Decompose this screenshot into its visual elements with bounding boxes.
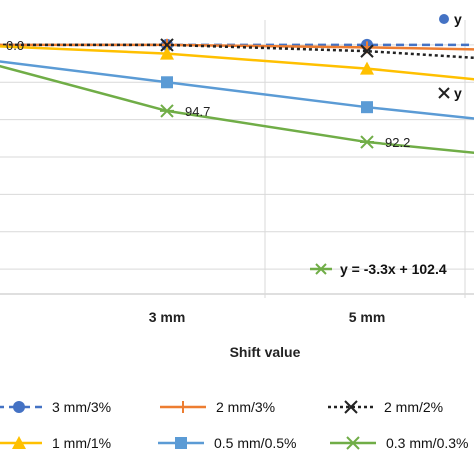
marker-asterisk: [315, 263, 327, 275]
marker-triangle: [360, 61, 374, 75]
trendline-equation: y: [454, 11, 462, 27]
legend-item-0: 3 mm/3%: [0, 399, 111, 415]
marker-circle: [13, 401, 25, 413]
x-tick-label: 3 mm: [149, 309, 186, 325]
series-line: [0, 45, 474, 81]
marker-square: [161, 76, 173, 89]
legend-label: 2 mm/2%: [384, 399, 443, 415]
legend-item-1: 2 mm/3%: [160, 399, 275, 415]
marker-circle: [439, 14, 449, 24]
legend-item-2: 2 mm/2%: [328, 399, 443, 415]
marker-x: [160, 38, 174, 52]
marker-x: [344, 400, 358, 414]
grid-lines: [0, 20, 474, 298]
series-line: [0, 43, 474, 51]
series-5: [0, 64, 474, 154]
series-3: [0, 45, 474, 81]
series-layer: [0, 38, 474, 154]
legend-item-4: 0.5 mm/0.5%: [158, 435, 296, 451]
marker-triangle: [12, 436, 26, 449]
legend-label: 0.5 mm/0.5%: [214, 435, 296, 451]
marker-asterisk: [160, 104, 174, 118]
marker-x: [438, 87, 450, 99]
legend-item-3: 1 mm/1%: [0, 435, 111, 451]
marker-plus: [177, 401, 189, 413]
marker-triangle: [160, 46, 174, 60]
legend-label: 2 mm/3%: [216, 399, 275, 415]
marker-x: [360, 44, 374, 58]
x-axis-title: Shift value: [230, 344, 301, 360]
marker-square: [175, 437, 187, 449]
legend: 3 mm/3% 2 mm/3% 2 mm/2% 1 mm/1% 0.5 mm/0.5% 0…: [0, 399, 468, 451]
trendline-label: y = -3.3x + 102.4: [310, 261, 447, 277]
legend-item-5: 0.3 mm/0.3%: [330, 435, 468, 451]
data-labels-layer: 94.7 92.2 0.0 y y y = -3.3x + 102.4: [6, 11, 462, 277]
trendline-label: y: [439, 11, 462, 27]
series-line: [0, 60, 474, 120]
series-line: [0, 43, 474, 60]
data-label: 94.7: [185, 104, 210, 119]
marker-asterisk: [346, 436, 360, 450]
x-tick-labels: 3 mm 5 mm: [149, 309, 386, 325]
legend-label: 3 mm/3%: [52, 399, 111, 415]
series-line: [0, 64, 474, 154]
data-label: 92.2: [385, 135, 410, 150]
marker-asterisk: [360, 135, 374, 149]
series-2: [0, 38, 474, 60]
series-4: [0, 60, 474, 120]
trendline-equation: y: [454, 85, 462, 101]
legend-label: 1 mm/1%: [52, 435, 111, 451]
trendline-label: y: [438, 85, 462, 101]
marker-square: [361, 101, 373, 114]
legend-label: 0.3 mm/0.3%: [386, 435, 468, 451]
data-label: 0.0: [6, 38, 24, 53]
trendline-equation: y = -3.3x + 102.4: [340, 261, 447, 277]
x-tick-label: 5 mm: [349, 309, 386, 325]
